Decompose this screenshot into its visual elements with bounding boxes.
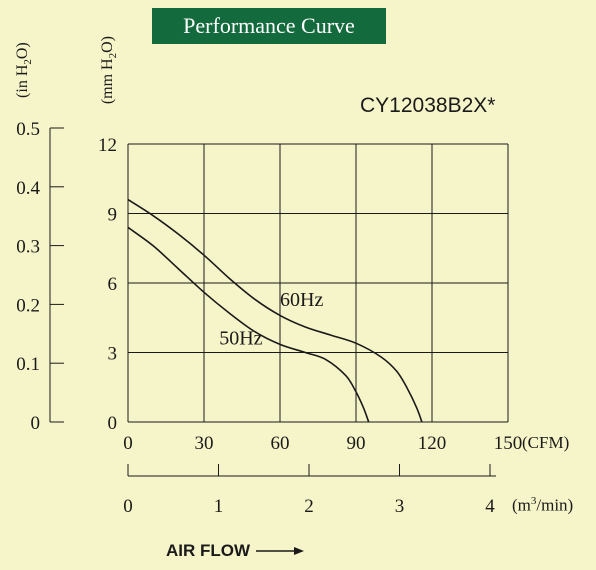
y2-tick-label: 0.5: [16, 119, 40, 140]
x-tick-label: 90: [347, 433, 366, 454]
x2-tick-label: 4: [485, 496, 495, 517]
series-label-60hz: 60Hz: [280, 289, 323, 311]
x2-tick-label: 2: [304, 496, 314, 517]
y2-tick-label: 0.1: [16, 354, 40, 375]
arrow-right-icon: [256, 547, 305, 555]
y2-tick-label: 0: [31, 413, 41, 434]
x2-tick-label: 1: [214, 496, 224, 517]
x-tick-label: 0: [123, 433, 133, 454]
x-tick-label: 60: [271, 433, 290, 454]
y2-tick-label: 0.4: [16, 178, 40, 199]
y2-axis-unit: (in H2O): [13, 42, 34, 98]
y-tick-label: 9: [108, 205, 118, 226]
y-tick-label: 3: [108, 344, 118, 365]
y-tick-label: 12: [98, 135, 117, 156]
y-tick-label: 0: [108, 413, 118, 434]
x-tick-label: 30: [195, 433, 214, 454]
x2-tick-label: 3: [395, 496, 405, 517]
x2-tick-label: 0: [123, 496, 133, 517]
x-tick-label: 120: [418, 433, 447, 454]
y-axis-unit: (mm H2O): [98, 36, 120, 105]
x-axis-label-text: AIR FLOW: [166, 541, 251, 560]
series-label-50hz: 50Hz: [219, 327, 262, 349]
chart-title: Performance Curve: [152, 8, 386, 44]
y2-tick-label: 0.2: [16, 295, 40, 316]
x2-axis-unit: (m3/min): [512, 495, 574, 515]
y2-tick-label: 0.3: [16, 237, 40, 258]
series-line-60hz: [127, 198, 423, 423]
x-axis-unit: (CFM): [522, 433, 570, 452]
x-axis-label: AIR FLOW: [166, 541, 306, 561]
y-tick-label: 6: [108, 274, 118, 295]
x-tick-label: 150: [494, 433, 523, 454]
model-label: CY12038B2X*: [360, 94, 496, 117]
series-line-50hz: [127, 226, 370, 423]
